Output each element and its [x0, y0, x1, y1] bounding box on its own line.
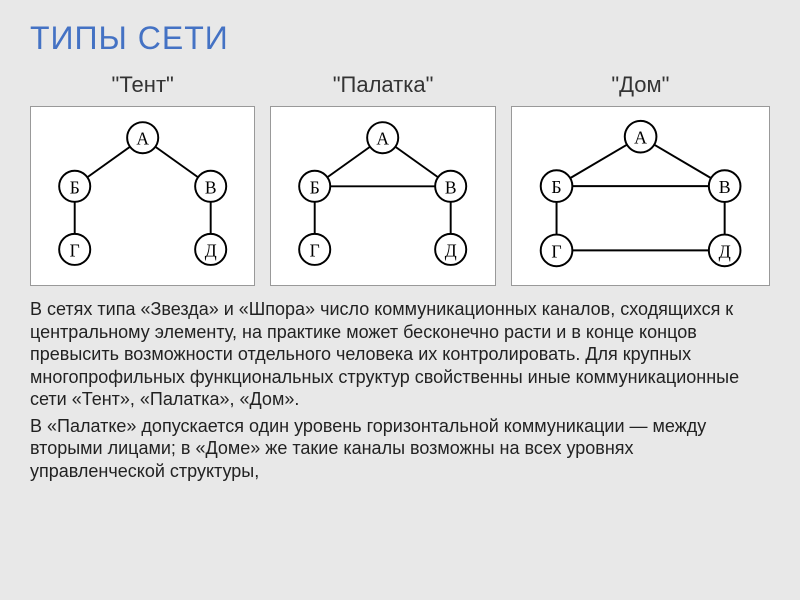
- node-label: В: [719, 177, 731, 197]
- diagram-label: "Тент": [112, 72, 174, 98]
- diagrams-row: "Тент" А Б В Г Д "Палатка" А Б В Г Д "Дом" А Б В Г Д: [30, 72, 770, 286]
- edge: [155, 147, 198, 177]
- node-label: В: [205, 177, 217, 197]
- diagram-label: "Дом": [611, 72, 669, 98]
- diagram-panel: А Б В Г Д: [270, 106, 495, 286]
- edge: [654, 145, 711, 178]
- page-title: ТИПЫ СЕТИ: [30, 20, 770, 57]
- node-label: А: [634, 128, 647, 148]
- network-svg: А Б В Г Д: [271, 107, 494, 285]
- node-label: Д: [205, 240, 217, 260]
- diagram-panel: А Б В Г Д: [30, 106, 255, 286]
- paragraph: В «Палатке» допускается один уровень гор…: [30, 415, 770, 483]
- diagram-dom: "Дом" А Б В Г Д: [511, 72, 770, 286]
- node-label: Б: [551, 177, 561, 197]
- node-label: А: [377, 129, 390, 149]
- network-svg: А Б В Г Д: [512, 107, 769, 285]
- diagram-panel: А Б В Г Д: [511, 106, 770, 286]
- node-label: Г: [70, 240, 80, 260]
- node-label: А: [136, 129, 149, 149]
- node-label: Б: [70, 177, 80, 197]
- paragraph: В сетях типа «Звезда» и «Шпора» число ко…: [30, 298, 770, 411]
- node-label: Г: [551, 241, 561, 261]
- node-label: Д: [718, 241, 730, 261]
- node-label: В: [445, 177, 457, 197]
- body-text: В сетях типа «Звезда» и «Шпора» число ко…: [30, 298, 770, 482]
- node-label: Г: [310, 240, 320, 260]
- network-svg: А Б В Г Д: [31, 107, 254, 285]
- edge: [396, 147, 439, 177]
- diagram-palatka: "Палатка" А Б В Г Д: [270, 72, 495, 286]
- diagram-tent: "Тент" А Б В Г Д: [30, 72, 255, 286]
- diagram-label: "Палатка": [333, 72, 434, 98]
- edge: [570, 145, 627, 178]
- edge: [87, 147, 130, 177]
- edge: [328, 147, 371, 177]
- node-label: Б: [310, 177, 320, 197]
- node-label: Д: [445, 240, 457, 260]
